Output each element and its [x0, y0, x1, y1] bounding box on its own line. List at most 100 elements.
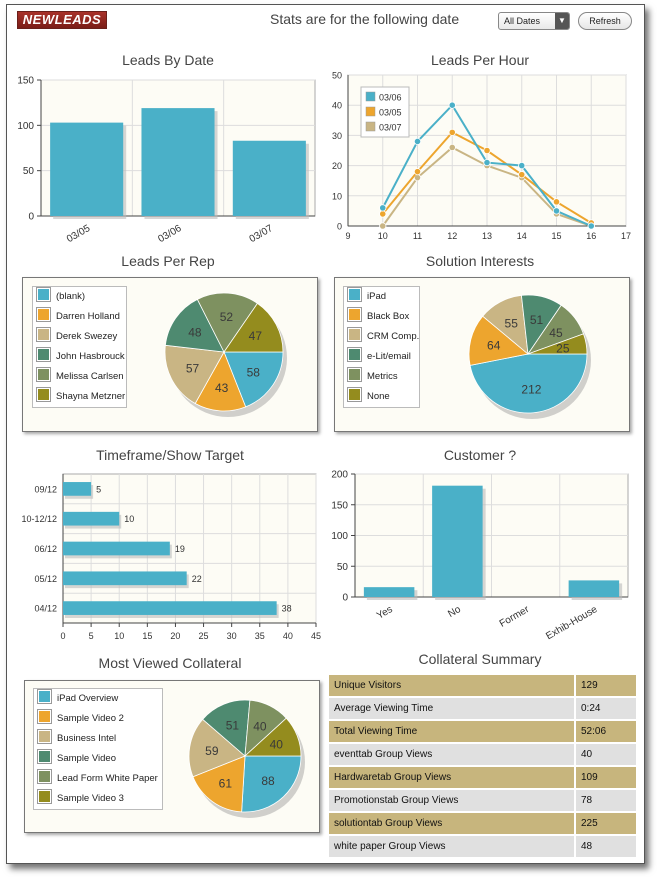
y-tick-label: 20	[332, 161, 342, 171]
chart-title-leads-per-hour: Leads Per Hour	[430, 52, 530, 68]
chart-title-most-viewed-collateral: Most Viewed Collateral	[98, 655, 242, 671]
x-tick-label: 0	[60, 631, 65, 641]
x-tick-label: Exhib-House	[544, 604, 599, 642]
chart-title-customer: Customer ?	[443, 447, 517, 463]
x-tick-label: 14	[517, 231, 527, 241]
pie-value-label: 40	[270, 737, 284, 751]
legend-label: 03/06	[379, 93, 402, 103]
legend-item: Business Intel	[37, 729, 116, 749]
data-point-03/06	[379, 204, 387, 212]
pie-value-label: 64	[487, 339, 501, 353]
pie-slice-black-box	[468, 315, 529, 366]
y-tick-label: 09/12	[34, 484, 57, 494]
x-tick-label: 35	[255, 631, 265, 641]
pie-value-label: 57	[186, 362, 200, 376]
y-tick-label: 150	[331, 500, 348, 511]
collateral-summary-table: Unique Visitors 129 Average Viewing Time 0…	[329, 673, 636, 859]
data-label: 38	[282, 604, 292, 614]
data-point-03/07	[379, 222, 387, 230]
y-tick-label: 40	[332, 101, 342, 111]
data-point-03/05	[413, 168, 422, 176]
pie-slice-business-intel	[188, 718, 246, 778]
x-tick-label: 5	[89, 631, 94, 641]
pie-value-label: 40	[253, 719, 267, 733]
pie-value-label: 48	[188, 325, 202, 339]
pie-value-label: 51	[530, 313, 544, 327]
y-tick-label: 30	[332, 131, 342, 141]
data-point-03/06	[483, 158, 491, 167]
legend-swatch	[347, 327, 362, 342]
pie-slice--blank-	[223, 351, 284, 408]
legend-swatch	[347, 387, 362, 402]
x-tick-label: 15	[142, 631, 152, 641]
table-row: Promotionstab Group Views 78	[329, 790, 636, 811]
legend-swatch	[347, 367, 362, 382]
pie-slice-darren-holland	[194, 351, 247, 412]
refresh-button[interactable]: Refresh	[578, 12, 632, 30]
x-tick-label: 03/06	[156, 223, 184, 245]
data-label: 5	[96, 484, 101, 494]
y-tick-label: 50	[332, 71, 342, 81]
legend-item: Darren Holland	[36, 307, 120, 327]
pie-slice-john-hasbrouck	[164, 298, 225, 353]
pie-value-label: 58	[247, 365, 261, 379]
legend-swatch	[37, 709, 52, 724]
newleads-logo: NEWLEADS	[17, 11, 107, 29]
legend-label: 03/05	[379, 108, 402, 118]
chevron-down-icon[interactable]: ▼	[555, 13, 569, 29]
legend-swatch	[36, 287, 51, 302]
x-tick-label: 20	[170, 631, 180, 641]
y-tick-label: 200	[331, 470, 348, 481]
y-tick-label: 100	[331, 531, 348, 542]
bar-03/06	[141, 108, 215, 216]
chart-title-timeframe: Timeframe/Show Target	[96, 447, 244, 463]
legend-item: Shayna Metzner	[36, 387, 125, 407]
legend-item: Lead Form White Paper	[37, 769, 158, 789]
pie-value-label: 51	[226, 718, 240, 732]
legend-swatch	[36, 347, 51, 362]
collateral-summary-title: Collateral Summary	[418, 651, 542, 667]
data-point-03/06	[518, 162, 526, 170]
data-point-03/05	[448, 128, 456, 136]
legend-item: None	[347, 387, 390, 407]
x-tick-label: 15	[551, 231, 561, 241]
date-select[interactable]: All Dates ▼	[498, 12, 570, 30]
data-point-03/06	[552, 207, 561, 215]
x-tick-label: 16	[586, 231, 596, 241]
bar-09/12	[63, 482, 92, 496]
x-tick-label: 30	[227, 631, 237, 641]
data-point-03/07	[448, 143, 456, 152]
legend-swatch	[37, 769, 52, 784]
x-tick-label: 03/05	[65, 223, 93, 245]
pie-value-label: 55	[505, 316, 519, 330]
bar-No	[432, 485, 483, 597]
table-row: solutiontab Group Views 225	[329, 813, 636, 834]
legend-swatch	[347, 287, 362, 302]
pie-value-label: 59	[205, 744, 219, 758]
y-tick-label: 04/12	[34, 604, 57, 614]
x-tick-label: Yes	[375, 604, 395, 622]
x-tick-label: 40	[283, 631, 293, 641]
legend-swatch	[37, 749, 52, 764]
data-point-03/05	[379, 210, 387, 218]
data-label: 10	[124, 514, 134, 524]
pie-slice-sample-video-3	[243, 717, 302, 757]
pie-value-label: 212	[521, 383, 541, 397]
data-point-03/05	[483, 146, 491, 155]
chart-title-leads-per-rep: Leads Per Rep	[121, 253, 215, 269]
legend-item: Sample Video	[37, 749, 116, 769]
legend-item: Sample Video 2	[37, 709, 124, 729]
legend-swatch	[36, 307, 51, 322]
data-point-03/06	[587, 222, 595, 230]
bar-05/12	[63, 571, 187, 586]
data-label: 22	[192, 574, 202, 584]
pie-value-label: 61	[219, 777, 233, 791]
chart-title-leads-by-date: Leads By Date	[122, 52, 214, 68]
pie-slice-sample-video	[202, 699, 251, 757]
bar-04/12	[63, 601, 277, 615]
x-tick-label: 11	[413, 231, 422, 241]
pie-value-label: 43	[215, 381, 229, 395]
y-tick-label: 50	[23, 166, 35, 177]
legend-item: iPad Overview	[37, 689, 118, 709]
legend-item: Black Box	[347, 307, 409, 327]
